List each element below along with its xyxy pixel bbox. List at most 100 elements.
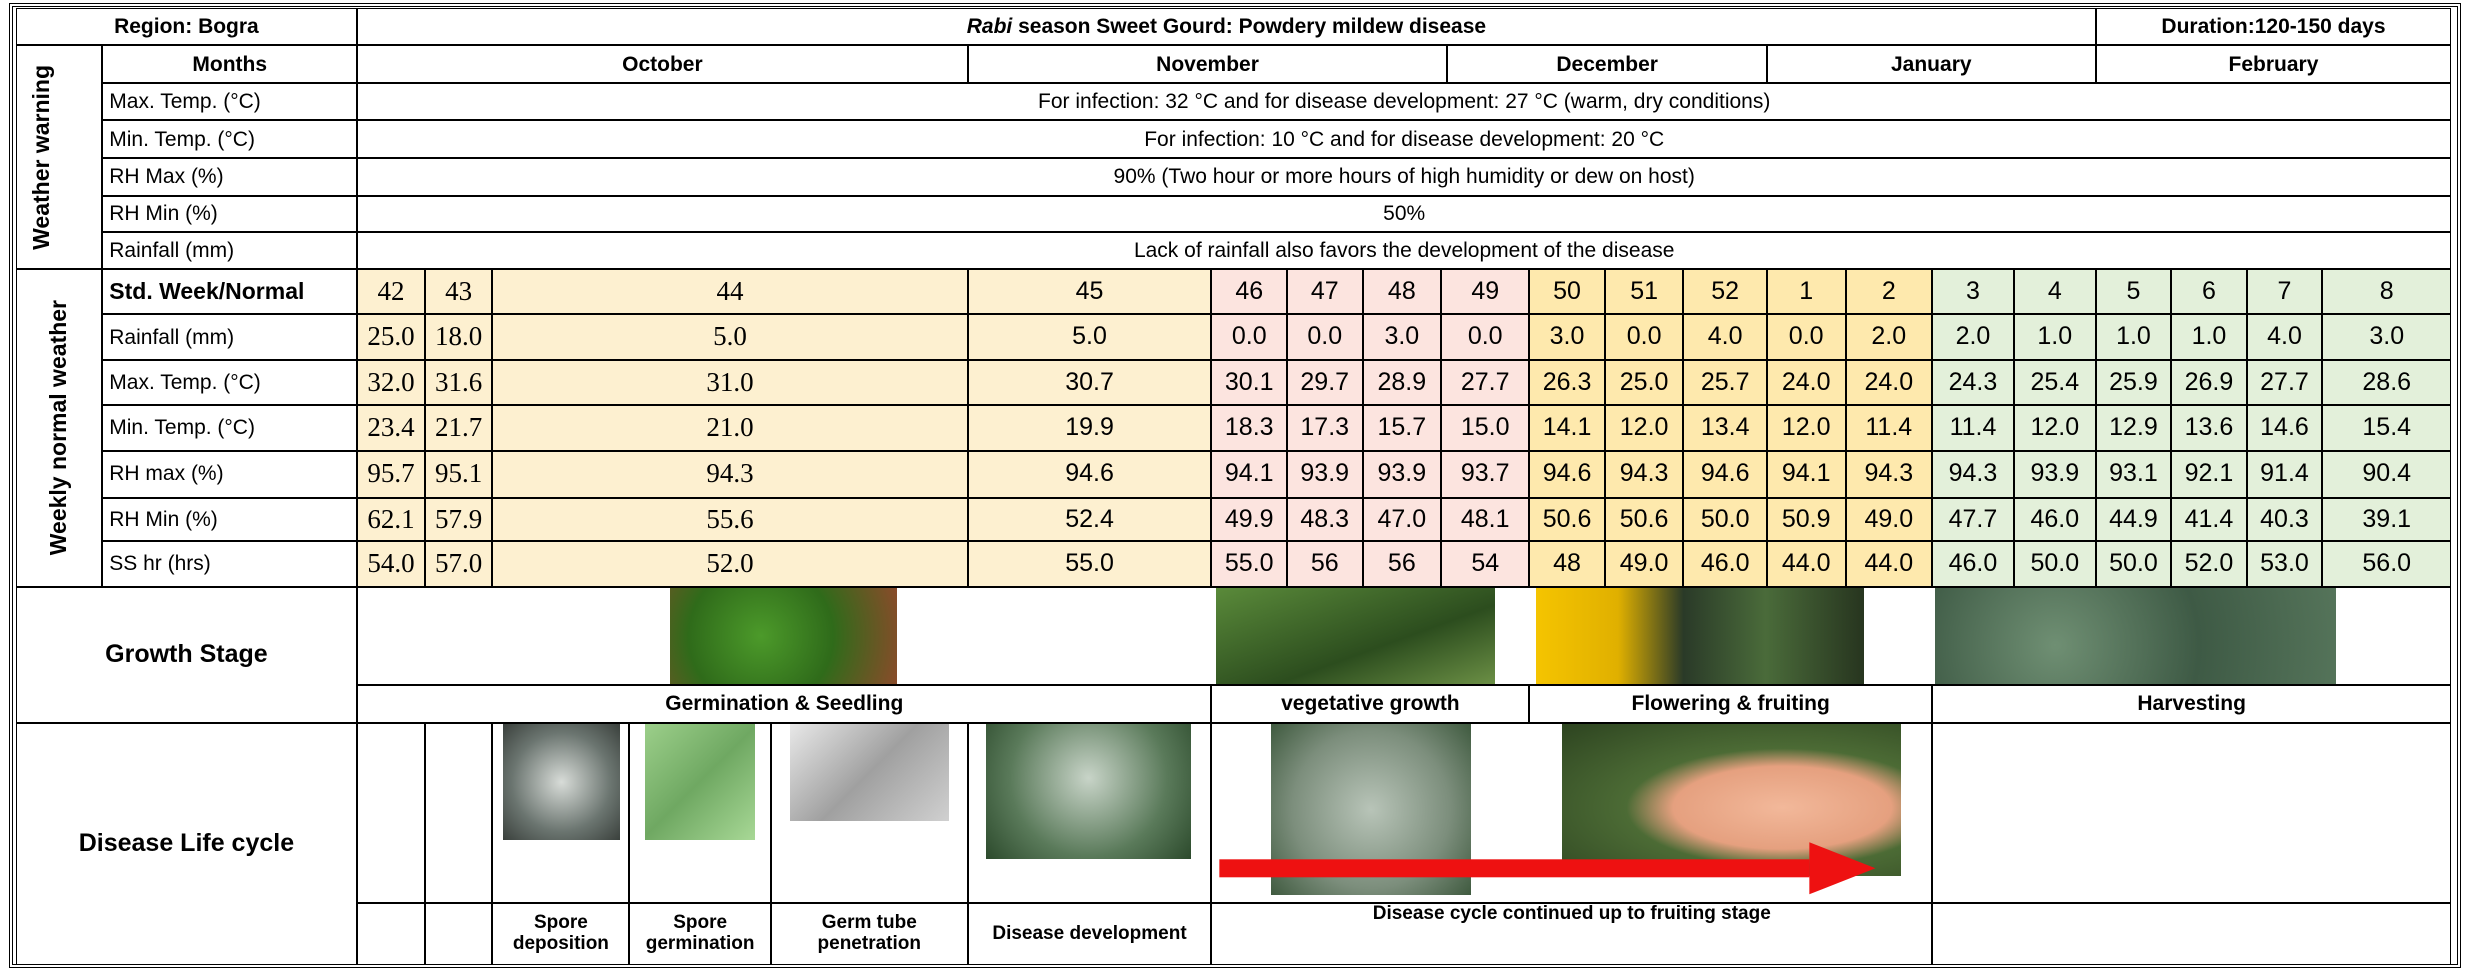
title: Rabi season Sweet Gourd: Powdery mildew … bbox=[357, 8, 2096, 46]
value: 14.6 bbox=[2247, 405, 2323, 450]
value: 4.0 bbox=[2247, 314, 2323, 359]
month: February bbox=[2096, 45, 2452, 83]
value: 12.9 bbox=[2096, 405, 2172, 450]
disease-cell bbox=[1932, 903, 2451, 966]
value: 11.4 bbox=[1846, 405, 1933, 450]
value: 49.9 bbox=[1211, 498, 1287, 542]
disease-label: Disease Life cycle bbox=[16, 723, 357, 966]
photo bbox=[1216, 588, 1494, 683]
value: 52.4 bbox=[968, 498, 1212, 542]
value: 13.4 bbox=[1683, 405, 1766, 450]
photo bbox=[670, 588, 897, 683]
week: 49 bbox=[1441, 269, 1529, 314]
photo bbox=[503, 724, 619, 840]
value: 29.7 bbox=[1287, 360, 1363, 405]
value: 25.7 bbox=[1683, 360, 1766, 405]
value: 1.0 bbox=[2171, 314, 2247, 359]
week: 43 bbox=[425, 269, 493, 314]
value: 48.1 bbox=[1441, 498, 1529, 542]
value: 14.1 bbox=[1529, 405, 1605, 450]
growth-stage: vegetative growth bbox=[1211, 685, 1529, 723]
value: 46.0 bbox=[2014, 498, 2096, 542]
page: Region: BograRabi season Sweet Gourd: Po… bbox=[0, 0, 2467, 970]
photo bbox=[645, 724, 755, 840]
value: 56 bbox=[1287, 541, 1363, 586]
value: 94.3 bbox=[1846, 451, 1933, 498]
week: 47 bbox=[1287, 269, 1363, 314]
value: 12.0 bbox=[1605, 405, 1684, 450]
value: 94.6 bbox=[968, 451, 1212, 498]
group-label-cell: Weekly normal weather bbox=[16, 269, 103, 587]
value: 5.0 bbox=[492, 314, 967, 359]
disease-step: Disease cycle continued up to fruiting s… bbox=[1211, 903, 1932, 966]
value: 55.0 bbox=[1211, 541, 1287, 586]
row-label: RH Max (%) bbox=[102, 158, 357, 196]
value: 4.0 bbox=[1683, 314, 1766, 359]
value: 26.3 bbox=[1529, 360, 1605, 405]
value: 44.0 bbox=[1846, 541, 1933, 586]
week: 44 bbox=[492, 269, 967, 314]
value: 48.3 bbox=[1287, 498, 1363, 542]
row-label: Max. Temp. (°C) bbox=[102, 83, 357, 121]
value: 92.1 bbox=[2171, 451, 2247, 498]
value: 24.0 bbox=[1767, 360, 1846, 405]
value: 94.3 bbox=[492, 451, 967, 498]
group-label: Weather warning bbox=[29, 65, 89, 250]
value: 30.7 bbox=[968, 360, 1212, 405]
value: 24.0 bbox=[1846, 360, 1933, 405]
value: 25.0 bbox=[1605, 360, 1684, 405]
value: 31.0 bbox=[492, 360, 967, 405]
value: 56.0 bbox=[2322, 541, 2451, 586]
value: 17.3 bbox=[1287, 405, 1363, 450]
value: 44.0 bbox=[1767, 541, 1846, 586]
disease-step: Disease development bbox=[968, 903, 1212, 966]
group-label: Weekly normal weather bbox=[46, 300, 71, 555]
value: 50.6 bbox=[1529, 498, 1605, 542]
photo bbox=[1935, 588, 2336, 683]
photo bbox=[1271, 724, 1471, 895]
week: 48 bbox=[1363, 269, 1442, 314]
value: 5.0 bbox=[968, 314, 1212, 359]
value: 0.0 bbox=[1767, 314, 1846, 359]
week: 2 bbox=[1846, 269, 1933, 314]
value: 90.4 bbox=[2322, 451, 2451, 498]
value: 57.0 bbox=[425, 541, 493, 586]
value: 27.7 bbox=[2247, 360, 2323, 405]
value: 3.0 bbox=[2322, 314, 2451, 359]
row-label: Min. Temp. (°C) bbox=[102, 405, 357, 450]
value: 93.9 bbox=[1287, 451, 1363, 498]
row-label: RH Min (%) bbox=[102, 498, 357, 542]
week: 42 bbox=[357, 269, 425, 314]
value: 32.0 bbox=[357, 360, 425, 405]
value: 49.0 bbox=[1846, 498, 1933, 542]
month: January bbox=[1767, 45, 2096, 83]
value: 18.0 bbox=[425, 314, 493, 359]
week: 46 bbox=[1211, 269, 1287, 314]
disease-cell bbox=[1932, 723, 2451, 903]
value: 52.0 bbox=[2171, 541, 2247, 586]
week: 4 bbox=[2014, 269, 2096, 314]
value: 19.9 bbox=[968, 405, 1212, 450]
value: 47.7 bbox=[1932, 498, 2014, 542]
value: 93.1 bbox=[2096, 451, 2172, 498]
value: 12.0 bbox=[2014, 405, 2096, 450]
week-label: Std. Week/Normal bbox=[102, 269, 357, 314]
disease-step: Germ tube penetration bbox=[771, 903, 968, 966]
value: 94.3 bbox=[1932, 451, 2014, 498]
value: 25.9 bbox=[2096, 360, 2172, 405]
week: 50 bbox=[1529, 269, 1605, 314]
value: 31.6 bbox=[425, 360, 493, 405]
growth-stage: Germination & Seedling bbox=[357, 685, 1211, 723]
warning-text: 50% bbox=[357, 196, 2451, 232]
value: 18.3 bbox=[1211, 405, 1287, 450]
value: 50.6 bbox=[1605, 498, 1684, 542]
growth-stage: Harvesting bbox=[1932, 685, 2451, 723]
row-label: Rainfall (mm) bbox=[102, 232, 357, 270]
photo bbox=[1536, 588, 1865, 683]
duration: Duration:120-150 days bbox=[2096, 8, 2452, 46]
photo bbox=[1562, 724, 1900, 876]
value: 3.0 bbox=[1363, 314, 1442, 359]
value: 53.0 bbox=[2247, 541, 2323, 586]
value: 94.1 bbox=[1211, 451, 1287, 498]
value: 56 bbox=[1363, 541, 1442, 586]
